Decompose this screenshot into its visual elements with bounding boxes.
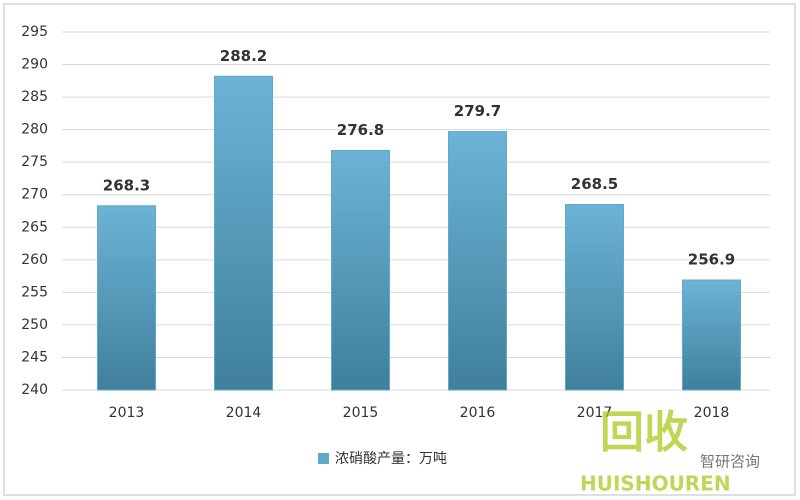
- y-tick-label: 265: [21, 219, 48, 235]
- x-tick-label: 2017: [577, 405, 613, 421]
- plot-area: 240 245 250 255 260 265 270 275 280 285 290 295 2013…: [21, 24, 770, 467]
- value-label: 256.9: [688, 250, 735, 268]
- value-label: 288.2: [220, 47, 267, 65]
- bar: [214, 75, 273, 391]
- chart-frame: [3, 3, 796, 496]
- watermark-source: 智研咨询: [700, 453, 760, 471]
- y-tick-label: 270: [21, 187, 48, 203]
- y-tick-label: 245: [21, 349, 48, 365]
- value-label: 268.3: [103, 176, 150, 194]
- legend-swatch: [318, 453, 329, 464]
- y-tick-label: 240: [21, 382, 48, 398]
- value-label: 279.7: [454, 102, 501, 120]
- legend-label: 浓硝酸产量：万吨: [335, 451, 447, 467]
- y-tick-label: 295: [21, 24, 48, 40]
- x-tick-label: 2013: [109, 405, 145, 421]
- y-tick-label: 285: [21, 89, 48, 105]
- bar: [565, 203, 624, 391]
- value-label: 268.5: [571, 175, 618, 193]
- y-tick-label: 290: [21, 57, 48, 73]
- watermark-logo: 回收: [600, 407, 688, 458]
- value-label: 276.8: [337, 121, 384, 139]
- y-tick-label: 280: [21, 122, 48, 138]
- x-tick-label: 2015: [343, 405, 379, 421]
- x-tick-label: 2014: [226, 405, 262, 421]
- y-tick-label: 255: [21, 284, 48, 300]
- watermark-brand: HUISHOUREN: [580, 472, 731, 496]
- x-tick-label: 2016: [460, 405, 496, 421]
- x-tick-label: 2018: [694, 405, 730, 421]
- bar: [331, 149, 390, 391]
- bar: [448, 131, 507, 391]
- bar: [682, 279, 741, 391]
- y-tick-label: 250: [21, 317, 48, 333]
- bar: [97, 205, 156, 391]
- y-tick-label: 260: [21, 252, 48, 268]
- y-tick-label: 275: [21, 154, 48, 170]
